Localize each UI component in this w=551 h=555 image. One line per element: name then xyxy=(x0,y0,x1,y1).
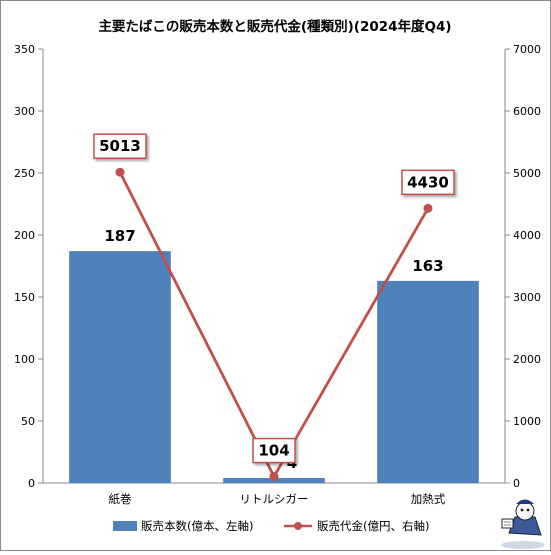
line-data-label: 4430 xyxy=(407,173,449,191)
left-axis: 0 50 100 150 200 250 300 350 xyxy=(14,43,43,490)
line-series xyxy=(115,167,433,482)
line-point xyxy=(269,472,279,482)
right-tick-label: 1000 xyxy=(513,415,541,428)
left-tick-label: 200 xyxy=(14,229,35,242)
right-tick-label: 7000 xyxy=(513,43,541,56)
legend: 販売本数(億本、左軸) 販売代金(億円、右軸) xyxy=(113,519,429,533)
line-label-box xyxy=(252,437,296,464)
left-tick-label: 50 xyxy=(21,415,35,428)
legend-line-label: 販売代金(億円、右軸) xyxy=(317,519,429,533)
right-tick-label: 0 xyxy=(513,477,520,490)
mascot-illustration xyxy=(501,499,545,549)
left-tick-label: 300 xyxy=(14,105,35,118)
left-tick-label: 150 xyxy=(14,291,35,304)
line-label-box xyxy=(93,133,147,159)
bar xyxy=(377,280,479,483)
x-tick-label: 加熱式 xyxy=(411,492,446,506)
left-tick-label: 350 xyxy=(14,43,35,56)
right-tick-label: 2000 xyxy=(513,353,541,366)
line-data-label: 5013 xyxy=(99,137,141,155)
left-tick-label: 100 xyxy=(14,353,35,366)
line-point xyxy=(423,203,433,213)
bar xyxy=(69,251,171,483)
right-tick-label: 6000 xyxy=(513,105,541,118)
bar-data-label: 163 xyxy=(412,257,443,275)
left-tick-label: 0 xyxy=(28,477,35,490)
line-labels: 5013 104 4430 xyxy=(93,133,455,464)
legend-bar-swatch xyxy=(113,521,137,531)
bar-data-label: 187 xyxy=(104,227,135,245)
line-point xyxy=(115,167,125,177)
chart-title: 主要たばこの販売本数と販売代金(種類別)(2024年度Q4) xyxy=(98,18,451,35)
right-axis: 0 1000 2000 3000 4000 5000 6000 7000 xyxy=(505,43,541,490)
legend-line-marker xyxy=(294,522,302,530)
legend-bar-label: 販売本数(億本、左軸) xyxy=(141,519,253,533)
left-tick-label: 250 xyxy=(14,167,35,180)
line-data-label: 104 xyxy=(258,442,289,460)
x-axis-labels: 紙巻 リトルシガー 加熱式 xyxy=(109,492,446,506)
x-tick-label: リトルシガー xyxy=(240,492,309,506)
right-tick-label: 5000 xyxy=(513,167,541,180)
x-tick-label: 紙巻 xyxy=(109,492,132,506)
bar-series xyxy=(69,251,479,483)
right-tick-label: 4000 xyxy=(513,229,541,242)
right-tick-label: 3000 xyxy=(513,291,541,304)
line-label-box xyxy=(401,169,455,196)
